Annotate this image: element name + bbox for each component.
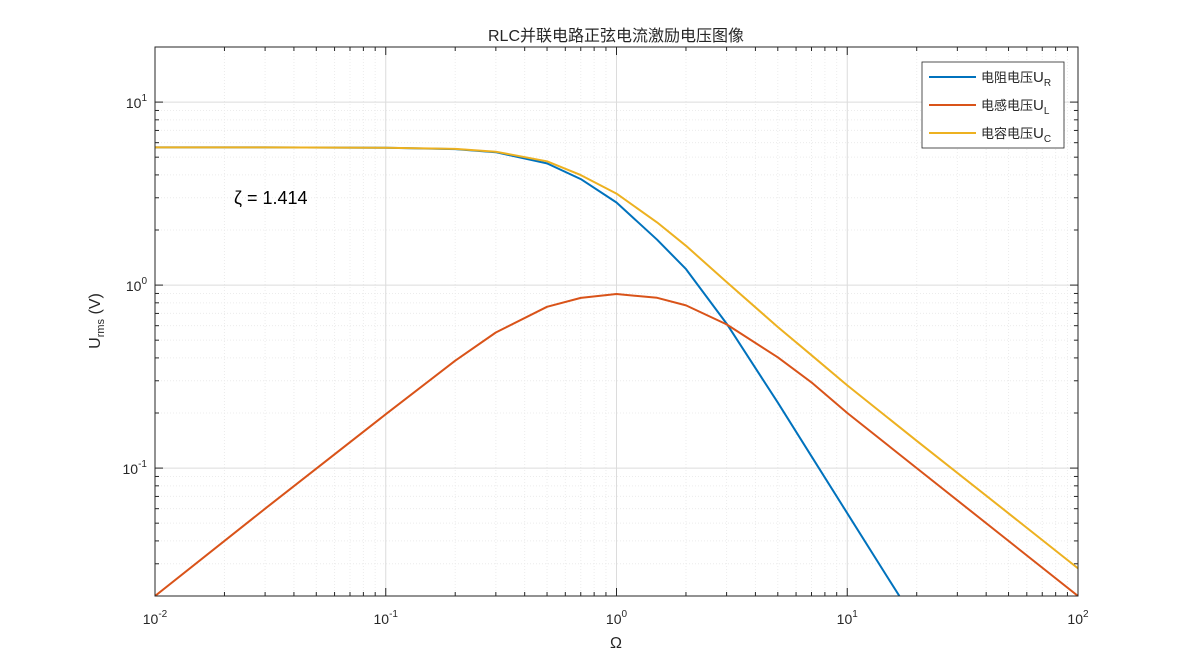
x-tick-base: 10 — [374, 611, 390, 627]
x-tick-base: 10 — [837, 611, 853, 627]
legend-label-L: 电感电压UL — [981, 97, 1050, 117]
y-axis-label-main: U — [87, 337, 104, 349]
legend-items: 电阻电压UR 电感电压UL 电容电压UC — [929, 69, 1051, 145]
x-tick-base: 10 — [606, 611, 622, 627]
x-tick-label: 10-1 — [374, 609, 399, 627]
x-tick-label: 101 — [837, 609, 859, 627]
series-line-L — [155, 293, 1078, 596]
legend-label-C: 电容电压UC — [981, 125, 1051, 145]
series-line-C — [155, 146, 1078, 570]
y-axis-label-sub: rms — [95, 318, 107, 337]
axis-ticks — [154, 46, 1079, 597]
y-tick-label: 101 — [126, 93, 148, 111]
y-tick-base: 10 — [123, 461, 139, 477]
x-tick-label: 100 — [606, 609, 628, 627]
x-tick-label: 102 — [1067, 609, 1089, 627]
x-tick-exp: 2 — [1083, 609, 1089, 620]
x-tick-exp: 0 — [622, 609, 628, 620]
y-tick-base: 10 — [126, 278, 142, 294]
y-tick-base: 10 — [126, 95, 142, 111]
y-tick-exp: 0 — [141, 276, 147, 287]
x-tick-label: 10-2 — [143, 609, 168, 627]
x-axis-label: Ω — [610, 635, 622, 652]
x-tick-exp: 1 — [852, 609, 858, 620]
y-tick-exp: -1 — [138, 459, 147, 470]
y-axis-label-suffix: (V) — [87, 293, 104, 319]
zeta-annotation: ζ = 1.414 — [234, 188, 308, 208]
x-tick-labels: 10-2 10-1 100 101 102 — [143, 609, 1089, 627]
y-axis-label: Urms (V) — [87, 293, 107, 349]
y-tick-label: 100 — [126, 276, 148, 294]
y-tick-label: 10-1 — [123, 459, 148, 477]
chart-title: RLC并联电路正弦电流激励电压图像 — [488, 27, 744, 45]
legend: 电阻电压UR 电感电压UL 电容电压UC — [921, 61, 1065, 149]
y-tick-exp: 1 — [141, 93, 147, 104]
x-tick-base: 10 — [1067, 611, 1083, 627]
x-tick-exp: -1 — [389, 609, 398, 620]
x-tick-exp: -2 — [158, 609, 167, 620]
x-tick-base: 10 — [143, 611, 159, 627]
legend-label-R: 电阻电压UR — [981, 69, 1051, 89]
series-layer — [155, 146, 1078, 596]
